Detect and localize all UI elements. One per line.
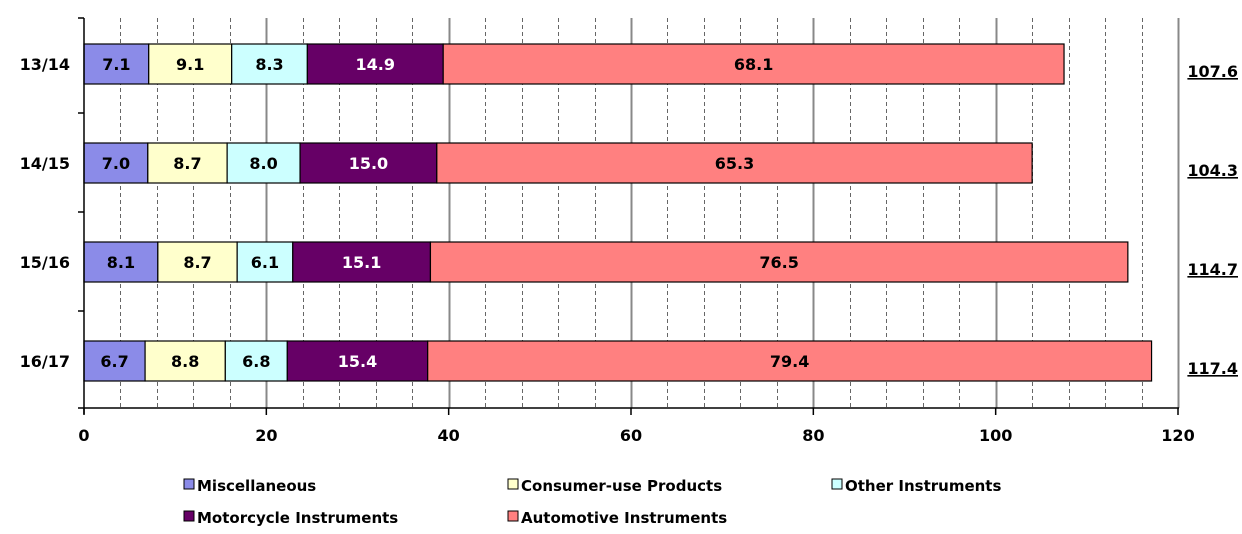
- x-tick-label: 120: [1161, 426, 1194, 445]
- value-label: 8.7: [173, 154, 201, 173]
- x-tick-label: 60: [620, 426, 642, 445]
- bar-segment: [147, 142, 228, 184]
- legend-label: Motorcycle Instruments: [197, 509, 398, 527]
- legend-swatch: [831, 478, 843, 490]
- legend-swatch: [507, 478, 519, 490]
- value-label: 15.0: [349, 154, 388, 173]
- bar-layer: 7.1 9.1 8.3 14.9 68.1 7.0 8.7 8.0 15.0 65.3 8.1 8.7…: [83, 43, 1153, 382]
- legend-item: Other Instruments: [831, 477, 1001, 495]
- legend-label: Miscellaneous: [197, 477, 316, 495]
- category-label: 15/16: [20, 253, 70, 272]
- value-label: 76.5: [759, 253, 798, 272]
- x-tick-label: 80: [802, 426, 824, 445]
- bar-segment: [286, 340, 429, 382]
- value-label: 6.1: [251, 253, 279, 272]
- value-label: 6.8: [242, 352, 270, 371]
- bar-segment: [83, 340, 146, 382]
- value-label: 8.3: [255, 55, 283, 74]
- bar-segment: [148, 43, 233, 85]
- bar-segment: [436, 142, 1033, 184]
- category-label: 16/17: [20, 352, 70, 371]
- legend-item: Automotive Instruments: [507, 509, 727, 527]
- bar-segment: [83, 43, 150, 85]
- legend-layer: Miscellaneous Consumer-use Products Other …: [183, 477, 1001, 527]
- total-label: 104.3: [1187, 161, 1238, 180]
- x-tick-label: 40: [438, 426, 460, 445]
- legend-label: Consumer-use Products: [521, 477, 722, 495]
- bar-segment: [429, 241, 1129, 283]
- value-label: 8.7: [183, 253, 211, 272]
- value-label: 65.3: [715, 154, 754, 173]
- value-label: 8.1: [107, 253, 135, 272]
- bar-segment: [292, 241, 432, 283]
- category-label: 14/15: [20, 154, 70, 173]
- x-tick-label: 0: [78, 426, 89, 445]
- bar-segment: [306, 43, 444, 85]
- value-label: 7.0: [102, 154, 130, 173]
- bar-row: 7.0 8.7 8.0 15.0 65.3: [83, 142, 1033, 184]
- value-label: 7.1: [102, 55, 130, 74]
- value-label: 8.8: [171, 352, 199, 371]
- bar-row: 7.1 9.1 8.3 14.9 68.1: [83, 43, 1065, 85]
- x-tick-label: 100: [979, 426, 1012, 445]
- legend-label: Automotive Instruments: [521, 509, 727, 527]
- bar-segment: [231, 43, 308, 85]
- bar-row: 8.1 8.7 6.1 15.1 76.5: [83, 241, 1129, 283]
- bar-segment: [157, 241, 238, 283]
- category-label: 13/14: [20, 55, 70, 74]
- value-label: 8.0: [249, 154, 277, 173]
- bar-segment: [224, 340, 288, 382]
- legend-swatch: [183, 510, 195, 522]
- value-label: 68.1: [734, 55, 773, 74]
- x-tick-label: 20: [255, 426, 277, 445]
- bar-segment: [236, 241, 294, 283]
- bar-segment: [442, 43, 1065, 85]
- legend-item: Consumer-use Products: [507, 477, 722, 495]
- legend-swatch: [507, 510, 519, 522]
- value-label: 6.7: [100, 352, 128, 371]
- bar-segment: [226, 142, 301, 184]
- legend-item: Motorcycle Instruments: [183, 509, 398, 527]
- value-label: 15.1: [342, 253, 381, 272]
- bar-row: 6.7 8.8 6.8 15.4 79.4: [83, 340, 1153, 382]
- legend-label: Other Instruments: [845, 477, 1001, 495]
- total-label: 117.4: [1187, 359, 1238, 378]
- axis-layer: 13/14 107.6 14/15 104.3 15/16 114.7 16/17 117.4…: [20, 17, 1238, 445]
- legend-item: Miscellaneous: [183, 477, 316, 495]
- total-label: 114.7: [1187, 260, 1238, 279]
- total-label: 107.6: [1187, 62, 1238, 81]
- value-label: 14.9: [356, 55, 395, 74]
- value-label: 79.4: [770, 352, 809, 371]
- bar-segment: [427, 340, 1153, 382]
- value-label: 15.4: [338, 352, 377, 371]
- legend-swatch: [183, 478, 195, 490]
- value-label: 9.1: [176, 55, 204, 74]
